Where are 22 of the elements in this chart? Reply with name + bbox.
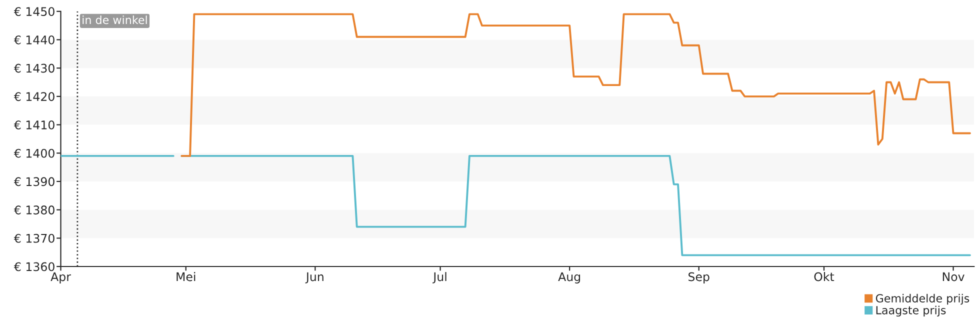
legend-label: Gemiddelde prijs bbox=[876, 294, 970, 305]
legend-label: Laagste prijs bbox=[876, 306, 946, 317]
y-tick-label: € 1440 bbox=[14, 35, 54, 44]
y-tick-label: € 1420 bbox=[14, 92, 54, 102]
y-tick-label: € 1370 bbox=[14, 234, 54, 243]
x-tick-label: Aug bbox=[558, 272, 580, 284]
y-tick-label: € 1400 bbox=[14, 148, 54, 158]
x-tick-label: Jul bbox=[432, 272, 446, 284]
x-tick-label: Sep bbox=[688, 272, 710, 284]
line-series bbox=[180, 13, 971, 157]
y-tick-label: € 1450 bbox=[14, 7, 54, 16]
ref-line-label: in de winkel bbox=[82, 16, 147, 24]
x-tick-label: Mei bbox=[176, 272, 196, 282]
y-tick-label: € 1380 bbox=[14, 206, 54, 214]
x-tick-label: Okt bbox=[814, 272, 834, 282]
y-tick-label: € 1390 bbox=[14, 177, 54, 186]
y-tick-label: € 1360 bbox=[14, 262, 54, 272]
y-tick-label: € 1430 bbox=[14, 64, 54, 73]
x-tick-label: Jun bbox=[305, 272, 324, 284]
x-tick-label: Apr bbox=[50, 272, 71, 284]
x-tick-label: Nov bbox=[942, 272, 964, 282]
y-tick-label: € 1410 bbox=[14, 120, 54, 130]
